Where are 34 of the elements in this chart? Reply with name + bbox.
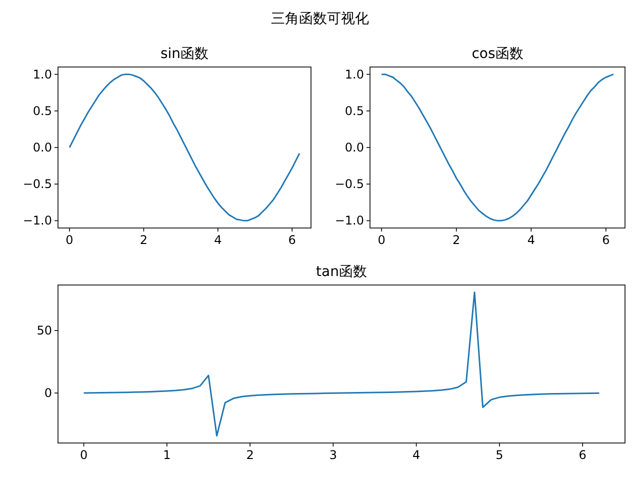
x-tick-label: 0 [378,233,386,247]
line-series [380,74,614,222]
x-tick-label: 0 [66,233,74,247]
x-tick-label: 2 [452,233,460,247]
y-tick-label: 0.0 [32,140,52,154]
x-tick-label: 4 [527,233,535,247]
chart-title: sin函数 [160,46,209,62]
line-series [83,291,600,437]
x-tick-label: 6 [288,233,296,247]
x-tick-label: 2 [246,448,254,462]
x-tick-label: 0 [80,448,88,462]
text: 三角函数可视化 [271,11,369,27]
y-tick-label: 0 [44,386,52,400]
x-tick-label: 5 [496,448,504,462]
y-tick-label: 1.0 [32,67,52,82]
x-tick-label: 6 [602,233,610,247]
chart-title: tan函数 [316,264,367,280]
line-series [68,74,300,222]
x-tick-label: 3 [329,448,338,462]
y-tick-label: −0.5 [334,177,364,192]
y-tick-label: −1.0 [334,214,364,228]
y-tick-label: 0.0 [344,140,364,154]
y-tick-label: −1.0 [22,214,52,228]
x-tick-label: 4 [214,233,222,247]
chart-title: cos函数 [472,46,524,62]
y-tick-label: 50 [36,324,52,338]
y-tick-label: 1.0 [344,67,364,82]
x-tick-label: 2 [140,233,148,247]
x-tick-label: 6 [578,448,586,462]
y-tick-label: 0.5 [344,104,364,118]
y-tick-label: −0.5 [22,177,52,192]
x-tick-label: 4 [412,448,420,462]
y-tick-label: 0.5 [32,104,52,118]
x-tick-label: 1 [163,448,171,462]
